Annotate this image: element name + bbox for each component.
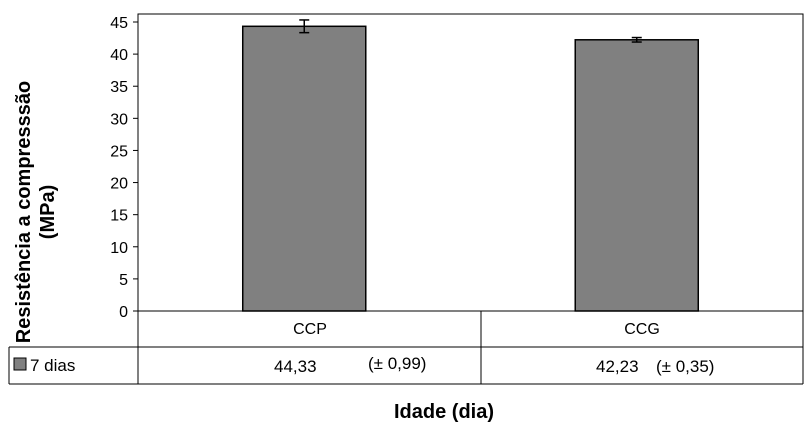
x-axis-title: Idade (dia) <box>394 401 494 423</box>
data-table: CCP CCG 7 dias 44,33 (± 0,99) 42,23 (± 0… <box>8 311 804 385</box>
y-tick-label: 5 <box>119 272 128 289</box>
table-cell-ccp-error: (± 0,99) <box>368 354 426 373</box>
y-tick-label: 30 <box>110 111 128 128</box>
legend-key-swatch <box>13 357 27 371</box>
plot-area <box>137 13 804 312</box>
x-tick-label-ccp: CCP <box>293 321 327 338</box>
table-cell-ccg-value: 42,23 <box>596 357 639 376</box>
y-axis-title-group: Resistência a compresssão (MPa) <box>13 81 59 343</box>
y-tick-label: 20 <box>110 176 128 193</box>
table-cell-ccg-error: (± 0,35) <box>656 357 714 376</box>
y-axis-title-line2: (MPa) <box>37 185 59 239</box>
table-cell-ccp-value: 44,33 <box>274 357 317 376</box>
y-tick-label: 25 <box>110 143 128 160</box>
bar-ccp <box>241 25 367 312</box>
x-tick-label-ccg: CCG <box>624 321 660 338</box>
y-tick-label: 35 <box>110 79 128 96</box>
y-tick-label: 40 <box>110 47 128 64</box>
legend-key-label: 7 dias <box>30 356 75 375</box>
bar-ccg <box>574 39 700 312</box>
y-axis: 0 5 10 15 20 25 30 35 40 45 <box>110 15 138 321</box>
y-tick-label: 10 <box>110 240 128 257</box>
y-tick-label: 15 <box>110 208 128 225</box>
y-axis-title-line1: Resistência a compresssão <box>13 81 35 343</box>
y-tick-label: 0 <box>119 304 128 321</box>
y-tick-label: 45 <box>110 15 128 32</box>
bars <box>241 19 700 312</box>
